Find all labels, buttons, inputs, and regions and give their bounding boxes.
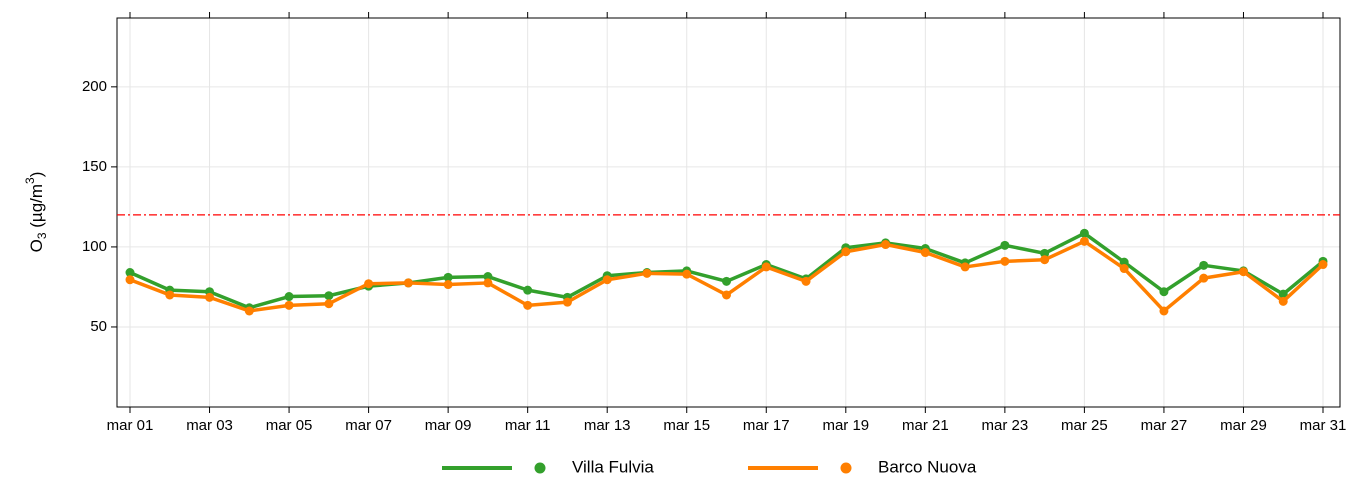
x-tick-label: mar 23 bbox=[982, 417, 1029, 434]
x-tick-label: mar 03 bbox=[186, 417, 233, 434]
data-point bbox=[1119, 257, 1129, 267]
x-tick-label: mar 17 bbox=[743, 417, 790, 434]
data-point bbox=[960, 262, 970, 272]
y-label-sub: 3 bbox=[35, 232, 49, 239]
data-point bbox=[364, 279, 374, 289]
y-label-sup: 3 bbox=[23, 177, 37, 184]
plot-frame bbox=[116, 17, 1341, 408]
data-point bbox=[1159, 287, 1169, 297]
x-tick-label: mar 25 bbox=[1061, 417, 1108, 434]
data-point bbox=[722, 276, 731, 286]
data-point bbox=[125, 268, 135, 278]
data-point bbox=[443, 280, 453, 290]
data-point bbox=[682, 269, 692, 279]
y-axis-label: O3 (µg/m3) bbox=[23, 172, 49, 253]
data-point bbox=[1000, 256, 1010, 266]
x-tick-label: mar 13 bbox=[584, 417, 631, 434]
data-point bbox=[1040, 255, 1050, 265]
legend-label: Barco Nuova bbox=[878, 457, 977, 476]
x-tick-label: mar 01 bbox=[107, 417, 154, 434]
data-point bbox=[642, 268, 652, 278]
x-tick-label: mar 07 bbox=[345, 417, 392, 434]
data-point bbox=[1318, 260, 1328, 270]
y-label-text: O bbox=[27, 239, 46, 252]
data-point bbox=[324, 299, 334, 309]
legend-marker bbox=[534, 462, 546, 474]
x-tick-label: mar 31 bbox=[1300, 417, 1347, 434]
data-point bbox=[403, 278, 413, 288]
data-point bbox=[483, 272, 493, 282]
y-tick-label: 100 bbox=[82, 238, 107, 255]
data-point bbox=[602, 275, 612, 285]
data-point bbox=[1079, 236, 1089, 246]
data-point bbox=[443, 272, 453, 282]
y-label-mid: (µg/m bbox=[27, 184, 46, 233]
data-point bbox=[1278, 289, 1288, 299]
data-point bbox=[523, 285, 533, 295]
legend-label: Villa Fulvia bbox=[572, 457, 654, 476]
data-point bbox=[761, 262, 771, 272]
data-point bbox=[165, 290, 175, 300]
data-point bbox=[1199, 260, 1209, 270]
data-point bbox=[1238, 267, 1248, 277]
y-tick-label: 150 bbox=[82, 158, 107, 175]
data-point bbox=[801, 276, 811, 286]
x-tick-label: mar 09 bbox=[425, 417, 472, 434]
x-tick-label: mar 19 bbox=[822, 417, 869, 434]
data-point bbox=[1079, 228, 1089, 238]
data-point bbox=[722, 290, 731, 300]
data-point bbox=[284, 300, 294, 310]
legend-marker bbox=[840, 462, 852, 474]
data-point bbox=[1278, 296, 1288, 306]
x-tick-label: mar 21 bbox=[902, 417, 949, 434]
data-point bbox=[1159, 306, 1169, 316]
y-tick-label: 200 bbox=[82, 78, 107, 95]
data-point bbox=[125, 275, 135, 285]
data-point bbox=[205, 292, 215, 302]
y-label-end: ) bbox=[27, 172, 46, 178]
x-tick-label: mar 27 bbox=[1141, 417, 1188, 434]
x-tick-label: mar 05 bbox=[266, 417, 313, 434]
x-tick-label: mar 29 bbox=[1220, 417, 1267, 434]
data-point bbox=[881, 240, 891, 250]
data-point bbox=[1040, 248, 1050, 258]
data-point bbox=[562, 297, 572, 307]
data-point bbox=[244, 306, 254, 316]
data-point bbox=[1000, 240, 1010, 250]
data-point bbox=[841, 247, 851, 257]
x-tick-label: mar 15 bbox=[663, 417, 710, 434]
x-tick-label: mar 11 bbox=[505, 417, 551, 434]
data-point bbox=[483, 278, 493, 288]
data-point bbox=[920, 248, 930, 258]
y-tick-label: 50 bbox=[90, 318, 107, 335]
data-point bbox=[523, 300, 533, 310]
data-point bbox=[1119, 264, 1129, 274]
data-point bbox=[324, 291, 334, 301]
data-point bbox=[284, 292, 294, 302]
data-point bbox=[1199, 273, 1209, 283]
